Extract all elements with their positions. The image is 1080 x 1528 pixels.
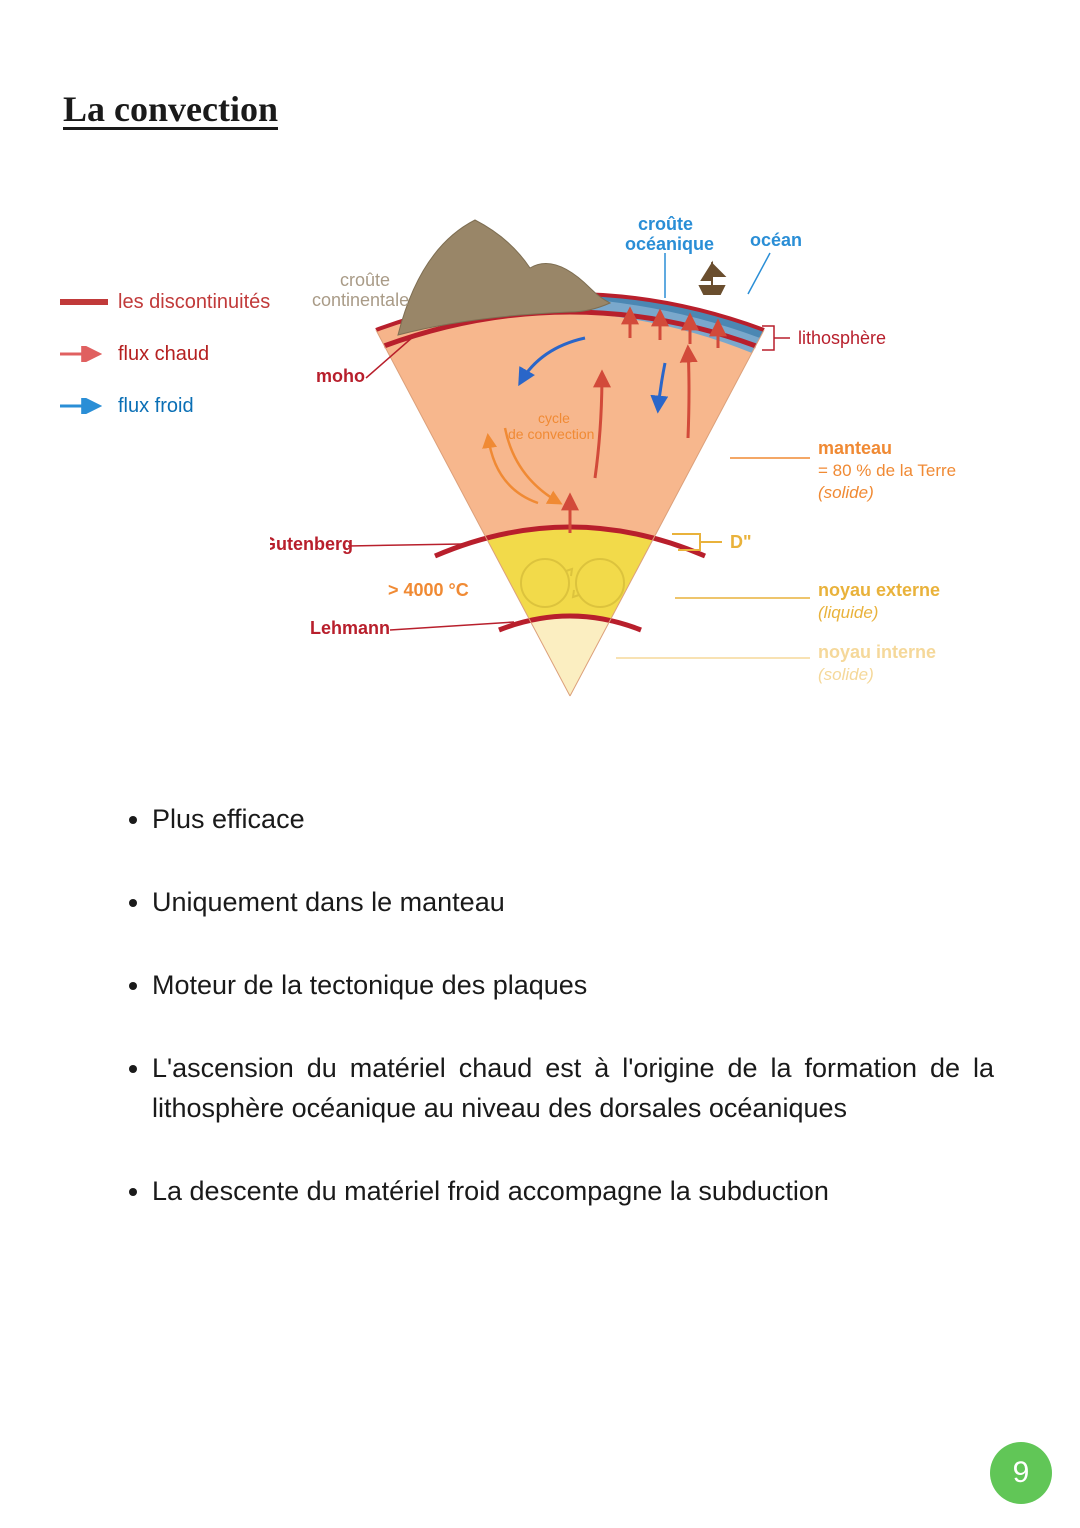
label-croute-continentale: croûtecontinentale [312,270,409,310]
bullet-item: Moteur de la tectonique des plaques [152,966,994,1005]
earth-convection-diagram: croûteocéanique océan croûtecontinentale… [270,198,1010,718]
label-gutenberg: Gutenberg [270,534,353,554]
label-noyau-interne-l1: noyau interne [818,642,936,662]
page: La convection les discontinuités flux ch… [0,0,1080,1528]
legend-flux-froid: flux froid [60,384,270,428]
bullet-item: L'ascension du matériel chaud est à l'or… [152,1049,994,1127]
label-noyau-externe-l2: (liquide) [818,603,878,622]
label-ocean: océan [750,230,802,250]
label-noyau-interne-l2: (solide) [818,665,874,684]
leader-lehmann [390,622,514,630]
boat-icon [700,264,724,294]
label-manteau-l2: = 80 % de la Terre [818,461,956,480]
page-number: 9 [1013,1456,1030,1490]
bullet-item: La descente du matériel froid accompagne… [152,1172,994,1211]
legend-flux-froid-label: flux froid [118,395,194,418]
diagram-svg: croûteocéanique océan croûtecontinentale… [270,198,1010,718]
legend-line-icon [60,296,108,308]
legend-flux-chaud: flux chaud [60,332,270,376]
legend-discontinuities: les discontinuités [60,280,270,324]
legend-arrow-hot-icon [60,346,108,362]
page-number-badge: 9 [990,1442,1052,1504]
label-noyau-externe-l1: noyau externe [818,580,940,600]
label-moho: moho [316,366,365,386]
legend-discontinuities-label: les discontinuités [118,291,270,314]
label-d-prime: D" [730,532,752,552]
label-croute-oceanique-l1: croûteocéanique [625,214,714,254]
bullet-item: Uniquement dans le manteau [152,883,994,922]
page-title: La convection [63,88,278,130]
legend: les discontinuités flux chaud flux froid [60,280,270,436]
label-lithosphere: lithosphère [798,328,886,348]
label-manteau-l1: manteau [818,438,892,458]
bullet-item: Plus efficace [152,800,994,839]
leader-lithosphere [762,326,790,350]
legend-flux-chaud-label: flux chaud [118,343,209,366]
wedge-layers [376,290,764,696]
label-temp: > 4000 °C [388,580,469,600]
bullet-list: Plus efficace Uniquement dans le manteau… [124,800,994,1255]
label-manteau-l3: (solide) [818,483,874,502]
legend-arrow-cold-icon [60,398,108,414]
leader-gutenberg [348,544,462,546]
label-lehmann: Lehmann [310,618,390,638]
